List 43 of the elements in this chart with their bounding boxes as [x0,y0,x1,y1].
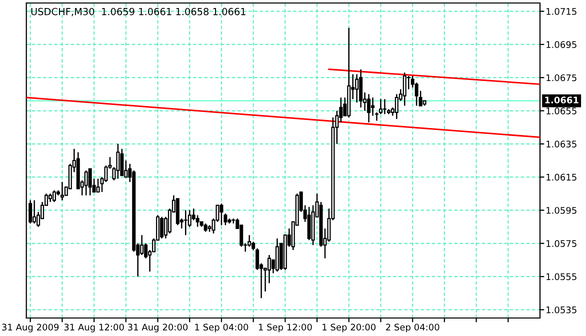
candlestick [184,210,188,236]
candlestick [60,181,64,201]
y-tick-label: 1.0615 [546,174,576,181]
candlestick [248,234,252,248]
candlestick [307,206,311,241]
candlestick [96,178,100,193]
x-tick-label: 31 Aug 12:00 [64,324,124,332]
ref-line-label: 1.0661 [545,96,578,104]
candlestick [371,96,375,116]
y-tick-label: 1.0535 [546,306,576,314]
candlestick [140,234,144,256]
candlestick [32,200,36,224]
x-tick-label: 1 Sep 12:00 [258,324,312,332]
candlestick [275,238,279,272]
candlestick [84,170,88,196]
y-tick-label: 1.0575 [546,240,576,247]
x-tick-label: 1 Sep 04:00 [195,324,248,332]
y-tick-label: 1.0555 [546,273,576,280]
candlestick [359,68,363,108]
x-tick-label: 2 Sep 04:00 [386,324,440,332]
y-tick-label: 1.0655 [546,107,576,114]
candlestick [414,82,418,106]
candlestick [52,190,56,203]
x-tick-label: 1 Sep 20:00 [322,324,376,332]
candlestick [402,72,406,106]
y-tick-label: 1.0715 [546,8,576,15]
y-tick-label: 1.0595 [546,206,576,214]
candlestick [116,143,120,180]
x-tick-label: 31 Aug 20:00 [128,324,188,332]
candlestick [355,74,359,104]
candlestick [196,214,200,228]
y-tick-label: 1.0635 [546,140,576,148]
chart-title: USDCHF,M30 1.0659 1.0661 1.0658 1.0661 [31,8,246,16]
y-tick-label: 1.0695 [546,41,576,48]
candlestick [88,168,92,196]
candlestick [367,94,371,123]
candlestick [160,216,164,240]
y-tick-label: 1.0675 [546,74,576,82]
x-tick-label: 31 Aug 2009 [2,324,59,332]
candlestick [220,202,224,226]
candlestick [382,98,386,115]
candlestick [120,148,124,176]
candlestick [268,254,271,284]
